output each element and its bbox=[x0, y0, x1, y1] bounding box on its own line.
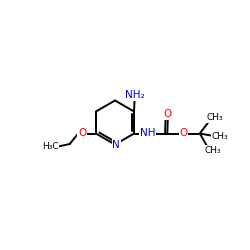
Text: NH₂: NH₂ bbox=[125, 90, 144, 100]
Text: H₃C: H₃C bbox=[42, 142, 59, 151]
Text: CH₃: CH₃ bbox=[204, 146, 221, 155]
Text: O: O bbox=[180, 128, 188, 138]
Text: CH₃: CH₃ bbox=[212, 132, 228, 141]
Text: N: N bbox=[112, 140, 120, 149]
Text: O: O bbox=[164, 109, 172, 119]
Text: NH: NH bbox=[140, 128, 156, 138]
Text: CH₃: CH₃ bbox=[206, 113, 223, 122]
Text: O: O bbox=[78, 128, 86, 138]
